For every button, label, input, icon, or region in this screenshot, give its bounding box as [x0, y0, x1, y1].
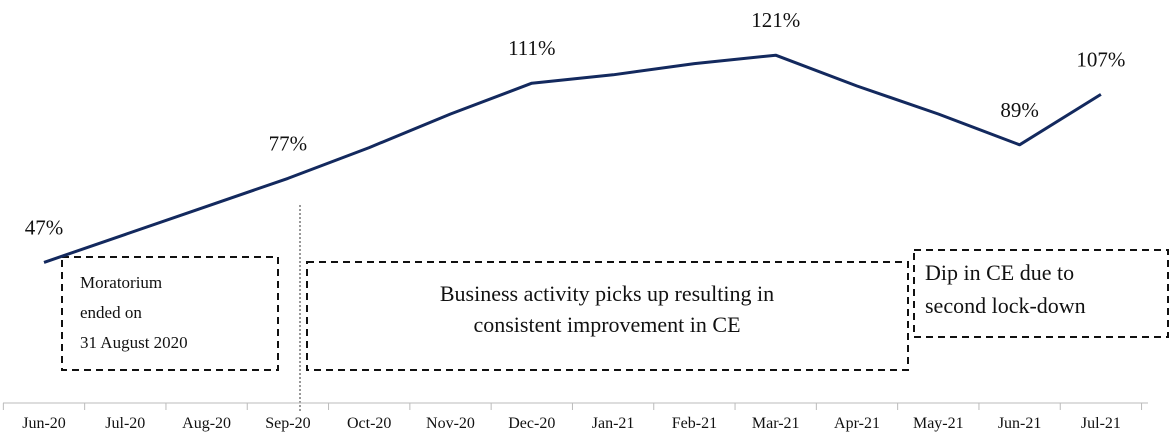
data-label: 107% [1076, 47, 1125, 71]
annotation-box [913, 249, 1169, 338]
annotation-text: Dip in CE due to [925, 260, 1074, 285]
x-tick-label: Feb-21 [672, 415, 717, 432]
annotation-text: consistent improvement in CE [473, 312, 740, 337]
x-tick-label: Jan-21 [592, 415, 635, 432]
x-tick-label: Jun-20 [22, 415, 66, 432]
annotation-text: ended on [80, 303, 142, 322]
data-label: 89% [1000, 98, 1039, 122]
x-tick-label: Aug-20 [182, 415, 231, 432]
x-tick-label: Nov-20 [426, 415, 475, 432]
annotation-box [306, 261, 909, 371]
annotation-box [61, 256, 279, 371]
x-tick-label: Mar-21 [752, 415, 800, 432]
data-label: 47% [25, 215, 64, 239]
annotation-text: Business activity picks up resulting in [440, 281, 774, 306]
data-line [43, 53, 1102, 264]
annotation-text: second lock-down [925, 293, 1086, 318]
x-tick-label: Jul-20 [105, 415, 145, 432]
annotation-text: Moratorium [80, 273, 162, 292]
x-tick-label: Sep-20 [265, 415, 310, 432]
data-label: 111% [508, 36, 555, 60]
x-tick-label: Oct-20 [347, 415, 391, 432]
data-label: 77% [269, 131, 308, 155]
x-tick-label: Apr-21 [834, 415, 880, 432]
x-tick-label: Dec-20 [508, 415, 555, 432]
data-label: 121% [751, 8, 800, 32]
x-tick-label: May-21 [913, 415, 964, 432]
x-tick-label: Jul-21 [1081, 415, 1121, 432]
x-tick-label: Jun-21 [998, 415, 1042, 432]
annotation-text: 31 August 2020 [80, 333, 188, 352]
